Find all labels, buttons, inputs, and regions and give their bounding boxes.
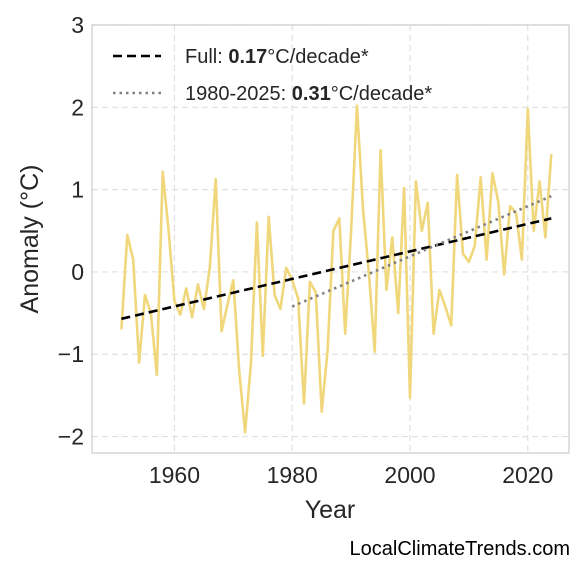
tick-labels: 1960 1980 2000 2020 −2 −1 0 1 2 3 bbox=[58, 12, 554, 488]
x-tick-label: 1960 bbox=[149, 462, 200, 488]
y-axis-label: Anomaly (°C) bbox=[16, 165, 44, 314]
y-tick-label: 2 bbox=[71, 94, 84, 120]
grid-lines bbox=[92, 24, 569, 453]
legend-full-name: Full: bbox=[185, 46, 223, 68]
x-axis-label: Year bbox=[305, 496, 356, 524]
legend-full-label: Full: 0.17°C/decade* bbox=[185, 46, 369, 68]
x-tick-label: 1980 bbox=[267, 462, 318, 488]
legend-recent-unit: °C/decade* bbox=[331, 83, 433, 105]
legend-recent-name: 1980-2025: bbox=[185, 83, 286, 105]
plot-frame bbox=[91, 24, 570, 454]
legend: Full: 0.17°C/decade* 1980-2025: 0.31°C/d… bbox=[113, 46, 432, 105]
full-trend-line bbox=[121, 217, 552, 321]
y-tick-label: 0 bbox=[71, 259, 84, 285]
y-tick-label: 1 bbox=[71, 177, 84, 203]
y-tick-label: 3 bbox=[71, 12, 84, 38]
anomaly-series-line bbox=[120, 104, 553, 434]
x-tick-label: 2020 bbox=[502, 462, 553, 488]
legend-recent-rate: 0.31 bbox=[292, 83, 331, 105]
recent-trend-line bbox=[291, 195, 552, 308]
x-tick-label: 2000 bbox=[384, 462, 435, 488]
y-tick-label: −1 bbox=[58, 341, 84, 367]
y-tick-label: −2 bbox=[58, 424, 84, 450]
legend-full-unit: °C/decade* bbox=[267, 46, 369, 68]
watermark-text: LocalClimateTrends.com bbox=[349, 538, 570, 560]
legend-recent-label: 1980-2025: 0.31°C/decade* bbox=[185, 83, 432, 105]
legend-full-rate: 0.17 bbox=[228, 46, 267, 68]
series-layer bbox=[120, 104, 553, 434]
